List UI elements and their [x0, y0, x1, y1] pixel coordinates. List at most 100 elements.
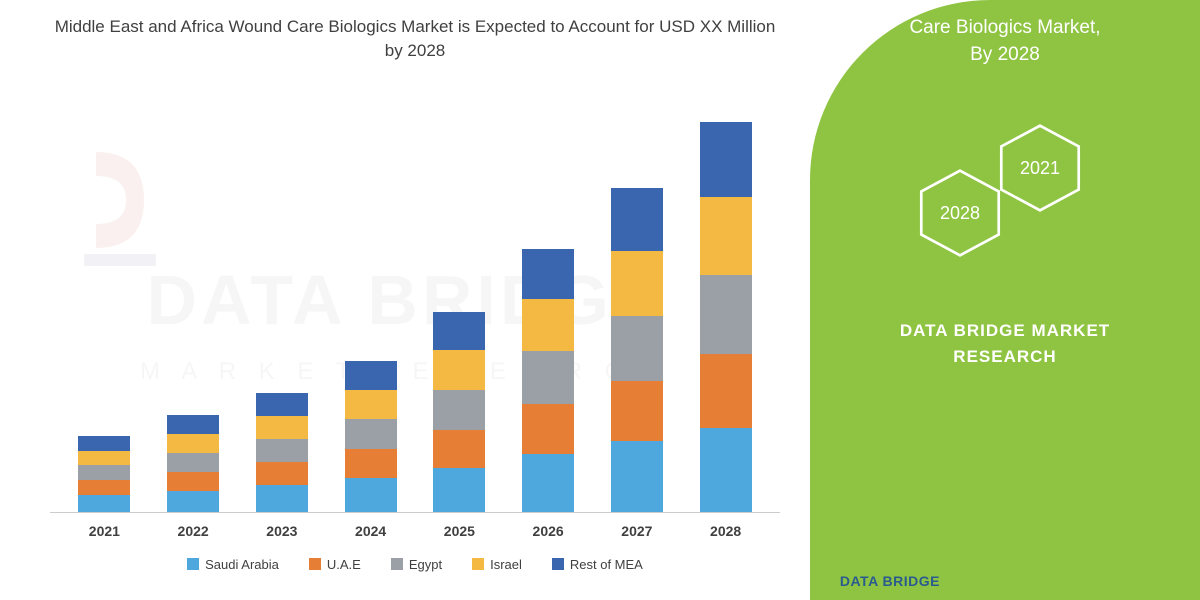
bar-group: [433, 312, 485, 511]
bar-segment: [433, 468, 485, 512]
hexagon-group: 2028 2021: [905, 108, 1105, 288]
bar-segment: [78, 436, 130, 451]
x-axis-labels: 2021 2022 2023 2024 2025 2026 2027 2028: [50, 513, 780, 539]
bar-segment: [700, 122, 752, 197]
legend-label: Egypt: [409, 557, 442, 572]
hex-label-2021: 2021: [1020, 158, 1060, 179]
bar-segment: [78, 465, 130, 480]
legend-label: Israel: [490, 557, 522, 572]
footer-logo-text: DATA BRIDGE: [840, 573, 940, 589]
legend-swatch: [187, 558, 199, 570]
bar-segment: [345, 478, 397, 512]
bar-group: [700, 122, 752, 512]
stacked-bar: [78, 436, 130, 511]
footer-logo: hDATA BRIDGE: [822, 566, 940, 592]
bar-segment: [522, 351, 574, 403]
hexagon-2028: 2028: [915, 168, 1005, 258]
bar-group: [345, 361, 397, 512]
footer-logo-icon: h: [822, 566, 836, 591]
stacked-bar: [256, 393, 308, 511]
legend: Saudi Arabia U.A.E Egypt Israel Rest of MEA: [50, 557, 780, 572]
stacked-bar: [345, 361, 397, 512]
bar-group: [167, 415, 219, 511]
chart-title: Middle East and Africa Wound Care Biolog…: [50, 15, 780, 63]
side-title-line1: Care Biologics Market,: [909, 17, 1100, 38]
legend-label: Rest of MEA: [570, 557, 643, 572]
bar-segment: [700, 197, 752, 275]
bar-segment: [167, 472, 219, 491]
side-title: Care Biologics Market, By 2028: [909, 15, 1100, 68]
bar-segment: [611, 188, 663, 251]
legend-swatch: [309, 558, 321, 570]
bar-group: [78, 436, 130, 511]
chart-panel: DATA BRIDGE M A R K E T R E S E A R C H …: [0, 0, 810, 600]
bar-segment: [700, 275, 752, 355]
side-panel: Care Biologics Market, By 2028 2028 2021…: [810, 0, 1200, 600]
brand-line1: DATA BRIDGE MARKET: [900, 321, 1110, 340]
bar-segment: [433, 430, 485, 468]
stacked-bar: [167, 415, 219, 511]
side-title-line2: By 2028: [970, 44, 1040, 65]
bar-segment: [78, 451, 130, 466]
brand-text: DATA BRIDGE MARKET RESEARCH: [900, 318, 1110, 369]
bar-segment: [522, 454, 574, 512]
bar-segment: [522, 404, 574, 454]
stacked-bar: [433, 312, 485, 511]
bar-segment: [611, 251, 663, 316]
legend-item: Egypt: [391, 557, 442, 572]
bar-segment: [256, 393, 308, 416]
bar-segment: [700, 428, 752, 512]
bar-segment: [167, 434, 219, 453]
legend-swatch: [391, 558, 403, 570]
bar-group: [522, 249, 574, 512]
stacked-bar: [522, 249, 574, 512]
bar-segment: [611, 316, 663, 381]
bar-segment: [522, 299, 574, 351]
year-label: 2022: [167, 523, 219, 539]
legend-swatch: [472, 558, 484, 570]
legend-item: U.A.E: [309, 557, 361, 572]
stacked-bar: [700, 122, 752, 512]
bar-segment: [167, 453, 219, 472]
year-label: 2026: [522, 523, 574, 539]
bar-segment: [433, 350, 485, 390]
bar-segment: [700, 354, 752, 427]
hexagon-2021: 2021: [995, 123, 1085, 213]
hex-label-2028: 2028: [940, 203, 980, 224]
legend-item: Rest of MEA: [552, 557, 643, 572]
year-label: 2028: [700, 523, 752, 539]
brand-line2: RESEARCH: [953, 347, 1056, 366]
bar-segment: [433, 390, 485, 430]
bar-segment: [522, 249, 574, 299]
year-label: 2023: [256, 523, 308, 539]
bar-segment: [78, 480, 130, 495]
bar-segment: [433, 312, 485, 350]
year-label: 2027: [611, 523, 663, 539]
root: DATA BRIDGE M A R K E T R E S E A R C H …: [0, 0, 1200, 600]
bar-segment: [256, 439, 308, 462]
bar-segment: [611, 381, 663, 442]
bar-segment: [345, 419, 397, 448]
legend-label: Saudi Arabia: [205, 557, 279, 572]
bar-segment: [167, 491, 219, 512]
bar-segment: [611, 441, 663, 511]
bar-segment: [345, 390, 397, 419]
legend-label: U.A.E: [327, 557, 361, 572]
bar-group: [256, 393, 308, 511]
bar-group: [611, 188, 663, 512]
legend-item: Israel: [472, 557, 522, 572]
year-label: 2021: [78, 523, 130, 539]
legend-item: Saudi Arabia: [187, 557, 279, 572]
bar-segment: [78, 495, 130, 512]
bar-segment: [345, 449, 397, 478]
year-label: 2025: [433, 523, 485, 539]
stacked-bar: [611, 188, 663, 512]
bar-segment: [256, 485, 308, 511]
year-label: 2024: [345, 523, 397, 539]
bar-segment: [256, 462, 308, 485]
legend-swatch: [552, 558, 564, 570]
bar-segment: [167, 415, 219, 434]
bar-segment: [345, 361, 397, 390]
chart-area: [50, 83, 780, 513]
bar-segment: [256, 416, 308, 439]
